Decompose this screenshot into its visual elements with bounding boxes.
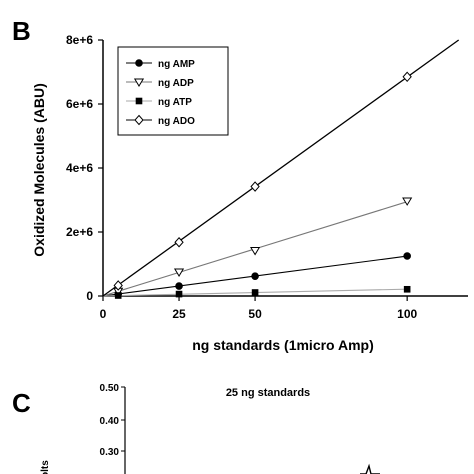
legend-marker: [135, 59, 143, 67]
legend-label: ng ADO: [158, 116, 195, 127]
y-tick-label: 0: [86, 289, 93, 303]
fit-line-ng-ado: [102, 39, 460, 297]
data-point-ng-ado: [174, 236, 184, 248]
legend-marker: [134, 114, 144, 126]
x-tick-label: 100: [397, 307, 417, 321]
legend-label: ng ATP: [158, 97, 192, 108]
data-point-ng-atp: [251, 289, 259, 296]
panel-c-letter: C: [12, 388, 31, 418]
panel-b-letter: B: [12, 16, 31, 46]
y-tick-label: 2e+6: [66, 225, 93, 239]
data-point-ng-adp: [173, 268, 185, 277]
data-point-ng-atp: [175, 290, 183, 298]
data-point-ng-adp: [250, 247, 261, 256]
panel-c-axes: 0.50 0.40 0.30: [100, 383, 380, 474]
panel-b-legend: ng AMP ng ADP ng ATP ng ADO: [117, 46, 229, 136]
data-point-ng-ado: [402, 71, 412, 83]
panel-c-y-axis-title-partial: olts: [40, 460, 51, 474]
panel-c-trace-partial: [360, 463, 380, 474]
legend-marker: [133, 78, 145, 87]
panel-b-x-axis-title: ng standards (1micro Amp): [192, 337, 374, 353]
data-point-ng-atp: [403, 285, 411, 293]
data-point-ng-amp: [251, 272, 259, 280]
data-point-ng-ado: [113, 280, 123, 291]
data-point-ng-amp: [175, 282, 183, 290]
panel-c-y-tick-label: 0.30: [100, 447, 120, 458]
data-point-ng-ado: [250, 181, 260, 192]
legend-label: ng AMP: [158, 59, 195, 70]
legend-marker: [135, 97, 143, 105]
y-tick-label: 6e+6: [66, 97, 93, 111]
x-tick-label: 0: [100, 307, 107, 321]
panel-c-y-tick-label: 0.40: [100, 416, 120, 427]
panel-b-axes: 0 25 50 100 0 2e+6 4e+6 6e+6 8e+6: [66, 33, 468, 321]
panel-c-y-tick-label: 0.50: [100, 383, 120, 394]
x-tick-label: 50: [248, 307, 262, 321]
legend-label: ng ADP: [158, 78, 194, 89]
y-tick-label: 8e+6: [66, 33, 93, 47]
data-point-ng-amp: [403, 252, 411, 260]
panel-b-y-axis-title: Oxidized Molecules (ABU): [31, 83, 47, 256]
x-tick-label: 25: [172, 307, 186, 321]
panel-b-data-points: [113, 71, 413, 299]
data-point-ng-adp: [402, 197, 413, 206]
y-tick-label: 4e+6: [66, 161, 93, 175]
panel-c-title: 25 ng standards: [226, 387, 310, 399]
data-point-ng-atp: [114, 292, 122, 299]
